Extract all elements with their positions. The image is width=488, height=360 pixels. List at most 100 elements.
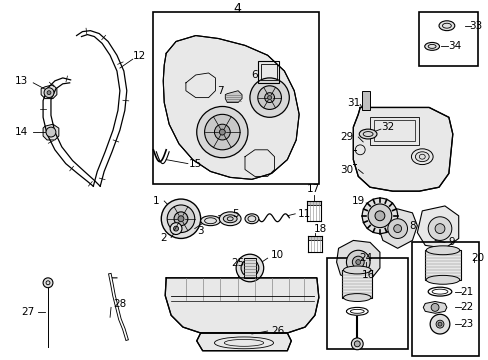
Bar <box>244 258 255 278</box>
Text: 31: 31 <box>346 98 359 108</box>
Circle shape <box>257 86 281 109</box>
Bar <box>260 64 276 80</box>
Text: 30: 30 <box>339 165 352 175</box>
Text: 22: 22 <box>459 302 472 312</box>
Ellipse shape <box>426 246 459 255</box>
Text: 4: 4 <box>233 3 241 15</box>
Text: 9: 9 <box>447 237 454 247</box>
Text: 24: 24 <box>359 253 372 263</box>
Circle shape <box>161 199 200 238</box>
Polygon shape <box>377 209 416 248</box>
Polygon shape <box>306 201 320 205</box>
Polygon shape <box>43 124 59 140</box>
Circle shape <box>355 260 360 265</box>
Circle shape <box>196 107 247 158</box>
Text: 20: 20 <box>470 253 483 263</box>
Circle shape <box>434 224 444 234</box>
Text: 8: 8 <box>408 221 415 231</box>
Circle shape <box>43 278 53 288</box>
Bar <box>153 12 318 184</box>
Text: 5: 5 <box>231 209 238 219</box>
Circle shape <box>427 217 451 240</box>
Circle shape <box>429 314 449 334</box>
Circle shape <box>387 219 407 238</box>
Bar <box>362 91 369 111</box>
Circle shape <box>430 303 438 311</box>
Polygon shape <box>196 333 291 351</box>
Circle shape <box>393 225 401 233</box>
Circle shape <box>374 211 384 221</box>
Text: 13: 13 <box>15 76 28 86</box>
Circle shape <box>245 264 253 272</box>
Text: 11: 11 <box>297 209 310 219</box>
Text: 15: 15 <box>189 159 202 168</box>
Ellipse shape <box>359 129 376 139</box>
Circle shape <box>249 78 289 117</box>
Polygon shape <box>353 107 452 191</box>
Text: 25: 25 <box>231 258 244 268</box>
Ellipse shape <box>343 266 370 274</box>
Text: 17: 17 <box>306 184 320 194</box>
Circle shape <box>236 254 263 282</box>
Circle shape <box>47 91 51 95</box>
Text: 28: 28 <box>113 300 126 310</box>
Bar <box>425 250 460 280</box>
Polygon shape <box>41 85 57 99</box>
Ellipse shape <box>426 275 459 284</box>
Text: 18: 18 <box>314 224 327 234</box>
Circle shape <box>44 88 54 98</box>
Circle shape <box>264 93 274 103</box>
Ellipse shape <box>343 294 370 301</box>
Text: 29: 29 <box>339 132 352 142</box>
Polygon shape <box>416 206 458 248</box>
Ellipse shape <box>223 215 237 223</box>
Circle shape <box>354 341 360 347</box>
Text: 12: 12 <box>133 51 146 61</box>
Polygon shape <box>336 240 379 282</box>
Polygon shape <box>163 36 299 179</box>
Circle shape <box>437 322 441 326</box>
Text: 7: 7 <box>217 86 223 96</box>
Circle shape <box>167 205 194 233</box>
Circle shape <box>170 223 182 234</box>
Text: 34: 34 <box>447 41 461 51</box>
Text: 26: 26 <box>270 326 284 336</box>
Circle shape <box>435 320 443 328</box>
Ellipse shape <box>424 42 439 50</box>
Text: 10: 10 <box>270 250 284 260</box>
Text: 19: 19 <box>351 196 364 206</box>
Circle shape <box>46 127 56 137</box>
Polygon shape <box>307 237 321 240</box>
Bar <box>373 120 414 141</box>
Bar <box>419 12 477 66</box>
Ellipse shape <box>244 214 258 224</box>
Circle shape <box>241 259 258 277</box>
Text: 21: 21 <box>459 287 472 297</box>
Text: 27: 27 <box>21 307 35 317</box>
Text: 32: 32 <box>381 122 394 132</box>
Circle shape <box>362 198 397 234</box>
Circle shape <box>351 338 363 350</box>
Polygon shape <box>225 91 242 103</box>
Text: 3: 3 <box>197 226 203 235</box>
Circle shape <box>267 96 271 100</box>
Circle shape <box>352 256 364 268</box>
Circle shape <box>174 212 187 226</box>
Circle shape <box>214 124 230 140</box>
Ellipse shape <box>219 212 241 226</box>
Polygon shape <box>165 278 318 333</box>
Ellipse shape <box>438 21 454 31</box>
Text: 14: 14 <box>15 127 28 137</box>
Bar <box>369 117 419 145</box>
Circle shape <box>173 226 178 231</box>
Bar <box>342 270 371 298</box>
Text: 6: 6 <box>251 70 258 80</box>
Bar <box>257 61 279 83</box>
Bar <box>411 242 478 356</box>
Circle shape <box>367 204 391 228</box>
Bar <box>326 258 407 349</box>
Text: 23: 23 <box>459 319 472 329</box>
Text: 2: 2 <box>160 233 166 243</box>
Circle shape <box>178 216 183 222</box>
Polygon shape <box>423 301 446 313</box>
